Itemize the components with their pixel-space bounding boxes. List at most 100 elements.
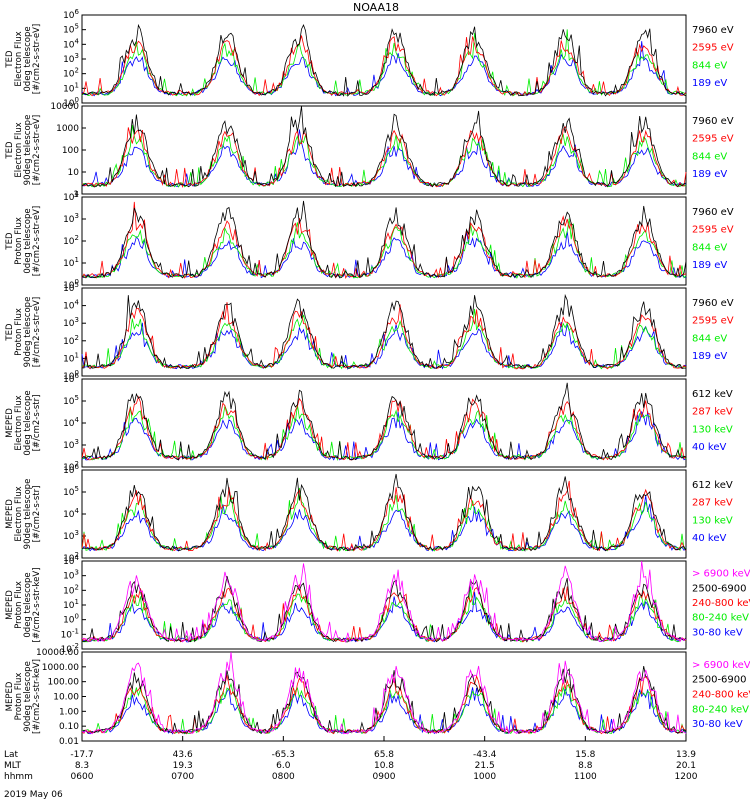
y-axis-label: MEPED: [5, 499, 15, 529]
y-tick-exponent: 0: [75, 278, 79, 286]
y-axis-label: Electron Flux: [14, 486, 24, 541]
series-line-189-ev: [81, 231, 686, 279]
y-tick-label: 101: [63, 81, 79, 94]
y-tick-exponent: -1: [72, 627, 79, 635]
series-line--6900-kev: [81, 560, 687, 643]
figure-title: NOAA18: [353, 1, 399, 14]
y-tick-exponent: 5: [75, 281, 79, 289]
y-tick-exponent: 0: [75, 96, 79, 104]
y-tick-label: 1000.00: [42, 663, 79, 673]
y-tick-exponent: 0: [75, 613, 79, 621]
legend-entry: 2595 eV: [692, 225, 734, 236]
x-tick-label-lat: -43.4: [473, 750, 497, 760]
legend-entry: 240-800 keV: [692, 690, 750, 701]
legend-entry: > 6900 keV: [692, 660, 750, 671]
y-tick-label: 101: [63, 256, 79, 269]
series-line-7960-ev: [81, 23, 687, 97]
series-line-7960-ev: [81, 105, 687, 188]
y-tick-exponent: -2: [72, 642, 79, 650]
legend-entry: 189 eV: [692, 260, 727, 271]
y-axis-label: MEPED: [5, 408, 15, 438]
y-tick-exponent: 3: [75, 316, 79, 324]
legend-entry: 30-80 keV: [692, 627, 743, 638]
x-tick-label-hhmm: 0800: [272, 772, 295, 782]
y-tick-exponent: 2: [75, 234, 79, 242]
y-tick-exponent: 4: [75, 190, 80, 198]
y-tick-label: 1.00: [59, 707, 79, 717]
y-axis-label: Electron Flux: [14, 122, 24, 177]
series-line-844-ev: [81, 218, 687, 279]
y-tick-label: 10-1: [61, 627, 79, 640]
y-tick-label: 100.00: [48, 678, 80, 688]
y-tick-label: 101: [63, 351, 79, 364]
x-tick-label-lat: -65.3: [272, 750, 295, 760]
y-axis-label: 90deg telescope: [23, 297, 33, 368]
y-tick-label: 0.10: [59, 722, 79, 732]
y-tick-label: 104: [63, 507, 79, 520]
y-tick-exponent: 4: [75, 554, 80, 562]
y-tick-label: 103: [63, 529, 79, 542]
x-tick-label-lat: -17.7: [70, 750, 93, 760]
series-line-844-ev: [81, 29, 687, 97]
y-axis-label: 90deg telescope: [23, 115, 33, 186]
y-tick-exponent: 4: [75, 416, 80, 424]
legend-entry: 2595 eV: [692, 134, 734, 145]
x-tick-label-mlt: 8.3: [75, 761, 89, 771]
y-axis-label: [#/cm2-s-str-eV]: [32, 115, 42, 185]
legend-entry: 30-80 keV: [692, 719, 743, 730]
y-axis-label: Proton Flux: [14, 308, 24, 356]
y-tick-label: 104: [63, 190, 79, 203]
series-line-7960-ev: [81, 200, 687, 279]
x-row-label: Lat: [4, 750, 19, 760]
legend-entry: 80-240 keV: [692, 613, 749, 624]
panel-frame: [81, 469, 687, 559]
y-axis-label: [#/cm2-s-str-keV]: [32, 568, 42, 643]
y-tick-exponent: 6: [75, 8, 80, 16]
y-tick-label: 1: [73, 190, 79, 200]
legend-entry: 189 eV: [692, 351, 727, 362]
y-axis-label: MEPED: [5, 590, 15, 620]
y-axis-label: [#/cm2-s-str-eV]: [32, 24, 42, 94]
y-tick-exponent: 3: [75, 52, 79, 60]
y-tick-exponent: 4: [75, 507, 80, 515]
legend-entry: 130 keV: [692, 424, 733, 435]
y-tick-exponent: 3: [75, 569, 79, 577]
legend-entry: > 6900 keV: [692, 569, 750, 580]
y-axis-label: Proton Flux: [14, 217, 24, 265]
y-tick-label: 101: [63, 598, 79, 611]
y-axis-label: 0deg telescope: [23, 208, 33, 273]
series-line-612-kev: [82, 473, 687, 552]
y-tick-exponent: 5: [75, 485, 79, 493]
x-tick-label-mlt: 19.3: [173, 761, 193, 771]
legend-entry: 844 eV: [692, 151, 727, 162]
series-line--6900-kev: [81, 652, 687, 735]
y-tick-label: 103: [63, 316, 79, 329]
y-axis-label: TED: [5, 323, 15, 342]
series-line-2595-ev: [81, 302, 687, 370]
series-line-7960-ev: [81, 293, 686, 369]
y-axis-label: 0deg telescope: [23, 390, 33, 455]
panel-8: 0.01 0.10 1.00 10.00 100.00 1000.00 10000.00 ME…: [5, 648, 750, 747]
y-tick-label: 102: [63, 234, 79, 247]
y-tick-label: 100: [63, 613, 79, 626]
legend-entry: 2595 eV: [692, 316, 734, 327]
y-axis-label: [#/cm2-s-str-eV]: [32, 206, 42, 276]
y-axis-label: TED: [5, 50, 15, 69]
y-tick-exponent: 1: [75, 351, 79, 359]
y-tick-exponent: 1: [75, 256, 79, 264]
series-line-2595-ev: [81, 201, 687, 280]
y-tick-exponent: 3: [75, 212, 79, 220]
y-tick-label: 10: [68, 168, 80, 178]
x-tick-label-mlt: 8.8: [578, 761, 593, 771]
y-tick-exponent: 5: [75, 23, 79, 31]
y-tick-exponent: 0: [75, 369, 79, 377]
legend-entry: 844 eV: [692, 60, 727, 71]
y-axis-label: [#/cm2-s-str]: [32, 395, 42, 452]
y-tick-label: 102: [63, 583, 79, 596]
series-line-30-80-kev: [81, 591, 687, 643]
y-tick-label: 1000: [56, 124, 79, 134]
series-line-189-ev: [81, 321, 687, 370]
legend-entry: 2500-6900: [692, 675, 747, 686]
